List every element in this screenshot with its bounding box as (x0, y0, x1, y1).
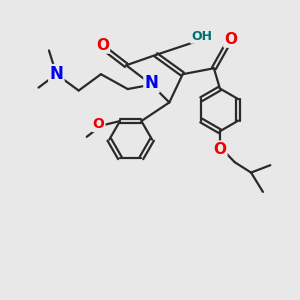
Text: OH: OH (191, 30, 212, 43)
Text: O: O (224, 32, 237, 46)
Text: N: N (50, 65, 63, 83)
Text: N: N (145, 74, 158, 92)
Text: O: O (93, 117, 104, 131)
Text: O: O (213, 142, 226, 157)
Text: O: O (96, 38, 109, 52)
